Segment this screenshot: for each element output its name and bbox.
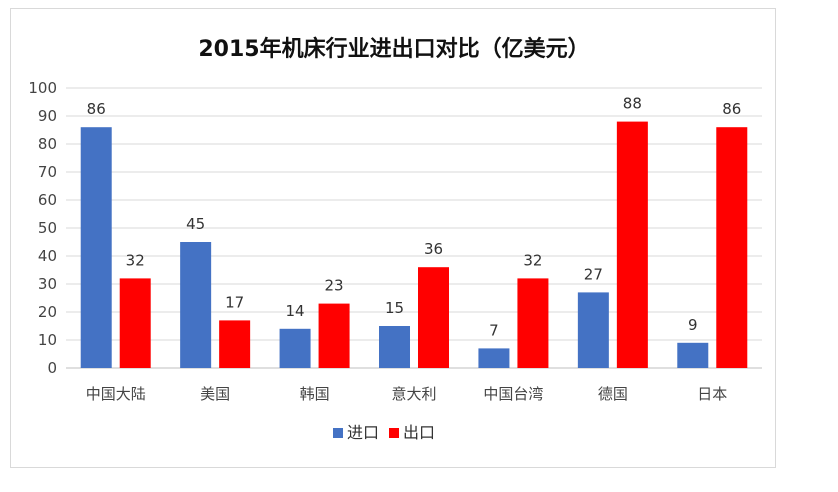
y-tick-label: 40 bbox=[38, 247, 57, 265]
data-label: 32 bbox=[126, 251, 145, 269]
bar-出口-日本 bbox=[716, 127, 748, 368]
bar-出口-韩国 bbox=[318, 303, 350, 368]
grid-lines bbox=[66, 87, 762, 369]
data-label: 88 bbox=[623, 95, 642, 113]
y-tick-label: 90 bbox=[38, 107, 57, 125]
y-tick-label: 60 bbox=[38, 191, 57, 209]
y-tick-label: 70 bbox=[38, 163, 57, 181]
bar-出口-意大利 bbox=[418, 267, 449, 368]
bar-进口-中国大陆 bbox=[80, 127, 112, 368]
bars bbox=[80, 121, 748, 368]
y-tick-label: 20 bbox=[38, 303, 57, 321]
data-labels: 86 32 45 17 14 23 15 36 7 32 27 88 9 86 bbox=[87, 95, 742, 340]
x-tick-label: 日本 bbox=[697, 385, 727, 403]
y-tick-label: 80 bbox=[38, 135, 57, 153]
bar-进口-中国台湾 bbox=[478, 348, 510, 368]
bar-出口-中国大陆 bbox=[119, 278, 151, 368]
legend-label: 进口 bbox=[347, 423, 379, 442]
bar-进口-意大利 bbox=[379, 326, 410, 368]
data-label: 27 bbox=[584, 265, 603, 283]
chart-frame: 2015年机床行业进出口对比（亿美元） bbox=[10, 8, 776, 468]
bar-进口-韩国 bbox=[279, 328, 311, 368]
x-tick-label: 中国大陆 bbox=[86, 385, 146, 403]
y-tick-label: 10 bbox=[38, 331, 57, 349]
bar-出口-德国 bbox=[616, 121, 648, 368]
legend-swatch-进口 bbox=[333, 428, 343, 438]
chart-title: 2015年机床行业进出口对比（亿美元） bbox=[198, 37, 590, 62]
x-tick-label: 意大利 bbox=[391, 385, 436, 403]
legend-label: 出口 bbox=[403, 423, 435, 442]
data-label: 23 bbox=[325, 277, 344, 295]
x-tick-labels: 中国大陆 美国 韩国 意大利 中国台湾 德国 日本 bbox=[86, 385, 728, 403]
x-tick-label: 韩国 bbox=[300, 385, 330, 403]
data-label: 86 bbox=[722, 100, 741, 118]
bar-出口-中国台湾 bbox=[517, 278, 549, 368]
y-tick-labels: 0 10 20 30 40 50 60 70 80 90 100 bbox=[28, 79, 57, 377]
legend: 进口 出口 bbox=[333, 423, 435, 442]
x-tick-label: 德国 bbox=[598, 385, 628, 403]
data-label: 36 bbox=[424, 240, 443, 258]
bar-进口-日本 bbox=[677, 342, 709, 368]
data-label: 14 bbox=[286, 302, 305, 320]
y-tick-label: 0 bbox=[47, 359, 57, 377]
data-label: 45 bbox=[186, 215, 205, 233]
data-label: 7 bbox=[489, 321, 499, 339]
bar-进口-美国 bbox=[180, 242, 212, 368]
bar-出口-美国 bbox=[219, 320, 251, 368]
x-tick-label: 美国 bbox=[200, 385, 230, 403]
data-label: 32 bbox=[523, 251, 542, 269]
legend-swatch-出口 bbox=[389, 428, 399, 438]
y-tick-label: 100 bbox=[28, 79, 57, 97]
bar-进口-德国 bbox=[577, 292, 609, 368]
y-tick-label: 50 bbox=[38, 219, 57, 237]
x-tick-label: 中国台湾 bbox=[483, 385, 543, 403]
data-label: 15 bbox=[385, 299, 404, 317]
data-label: 17 bbox=[225, 293, 244, 311]
data-label: 9 bbox=[688, 316, 698, 334]
y-tick-label: 30 bbox=[38, 275, 57, 293]
data-label: 86 bbox=[87, 100, 106, 118]
